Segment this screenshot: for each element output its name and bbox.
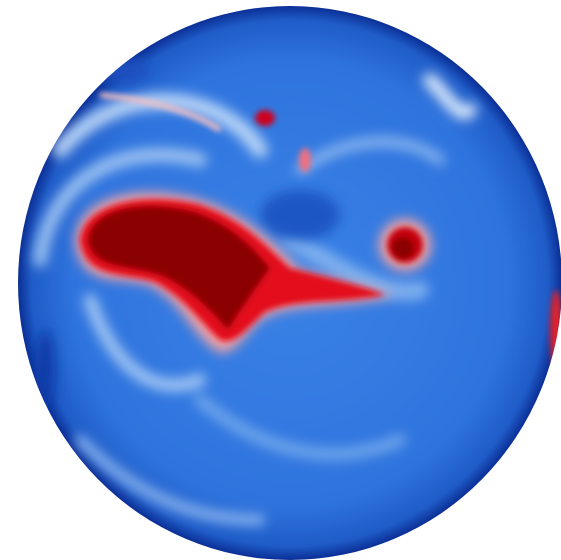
- streak: [84, 294, 206, 392]
- dark-red-spot: [392, 237, 414, 259]
- streak: [295, 136, 445, 175]
- dark-red-core: [88, 206, 270, 330]
- pink-streak: [99, 92, 222, 133]
- dark-spot: [90, 58, 150, 82]
- red-spot: [255, 110, 275, 126]
- streak: [194, 394, 406, 461]
- streak: [423, 73, 477, 120]
- dark-spot: [35, 330, 55, 410]
- red-spot: [299, 148, 311, 172]
- streak: [75, 435, 265, 525]
- streak: [52, 93, 268, 158]
- light-streaks: [33, 73, 477, 525]
- dark-spot: [260, 190, 340, 240]
- streak: [33, 147, 207, 267]
- streak: [281, 231, 429, 301]
- red-core: [80, 92, 561, 370]
